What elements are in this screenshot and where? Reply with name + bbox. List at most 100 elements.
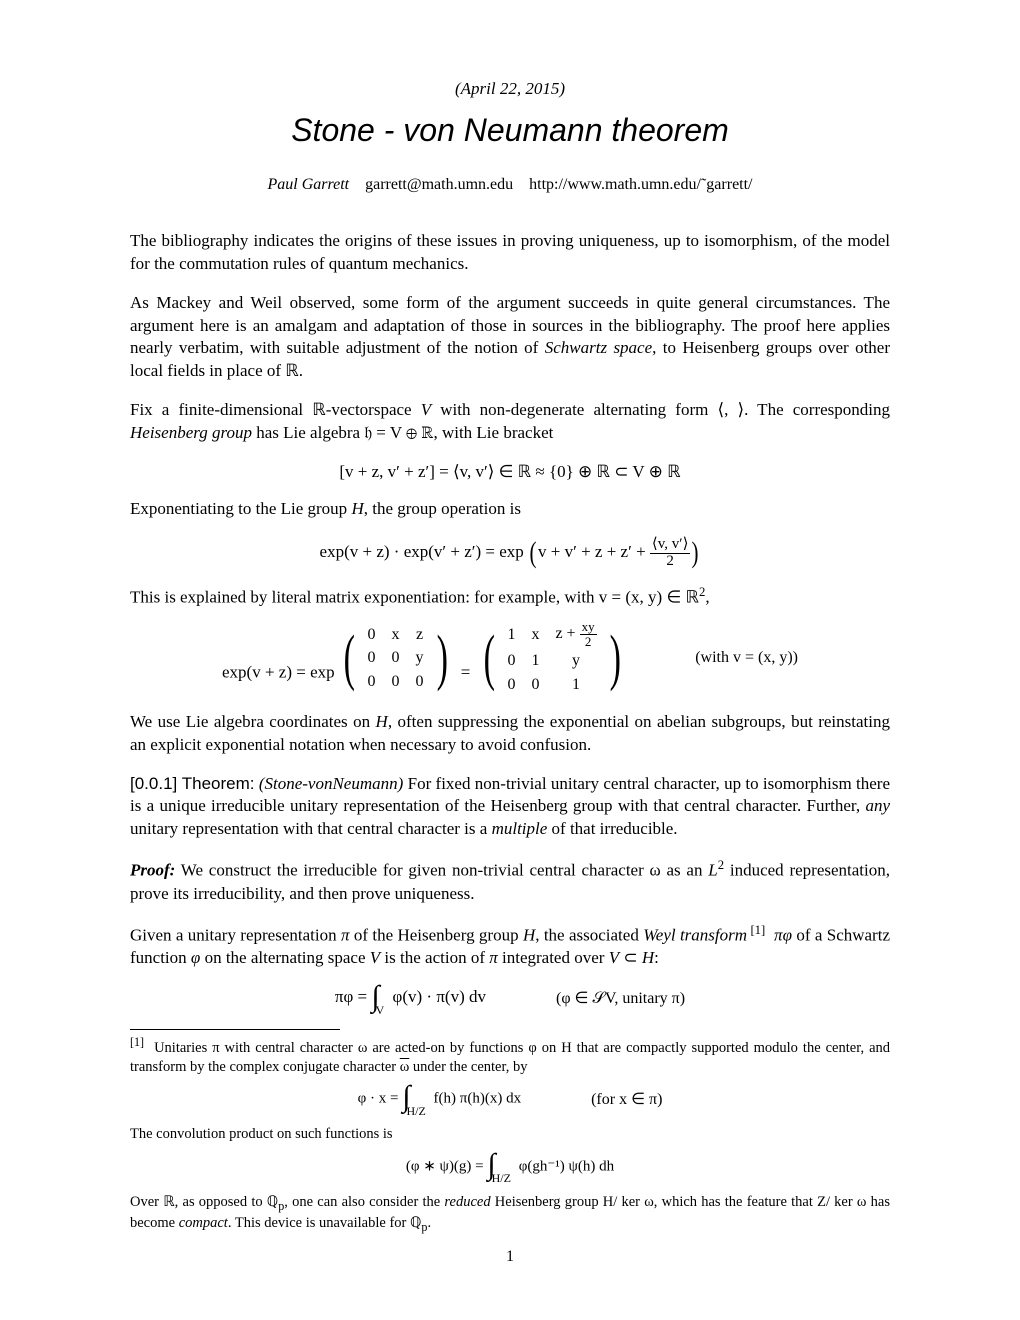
text: Given a unitary representation [130, 926, 341, 945]
page-number: 1 [0, 1246, 1020, 1268]
fraction: xy2 [580, 620, 597, 648]
var-pi: π [774, 926, 783, 945]
para-lie-coords: We use Lie algebra coordinates on H, oft… [130, 711, 890, 757]
text: integrated over [498, 948, 609, 967]
italic: multiple [492, 819, 548, 838]
numerator: xy [580, 620, 597, 635]
int-sub: H/Z [492, 1171, 511, 1185]
page: (April 22, 2015) Stone - von Neumann the… [0, 0, 1020, 1235]
lhs: πφ = [335, 987, 371, 1006]
matrix-1: ( 0xz 00y 000 ) [339, 623, 452, 694]
cell: 1 [499, 619, 523, 649]
italic: any [865, 796, 890, 815]
italic: reduced [444, 1194, 490, 1210]
text: : [654, 948, 659, 967]
cell: 1 [523, 649, 547, 673]
lparen-icon: ( [483, 627, 494, 689]
text: We construct the irreducible for given n… [175, 861, 708, 880]
text: This is explained by literal matrix expo… [130, 587, 599, 606]
text: . [427, 1215, 431, 1231]
intro-para-2: As Mackey and Weil observed, some form o… [130, 292, 890, 384]
var-h: H [351, 499, 363, 518]
var-h: H [642, 948, 654, 967]
numerator: ⟨v, v′⟩ [650, 537, 691, 554]
text: Exponentiating to the Lie group [130, 499, 351, 518]
date: (April 22, 2015) [130, 78, 890, 101]
text: unitary representation with that central… [130, 819, 492, 838]
proof-label: Proof: [130, 861, 175, 880]
footnote-para-2: The convolution product on such function… [130, 1125, 890, 1145]
text: , [705, 587, 709, 606]
eq-lie-bracket: [v + z, v′ + z′] = ⟨v, v′⟩ ∈ ℝ ≈ {0} ⊕ ℝ… [130, 461, 890, 484]
matrix-table: 1xz + xy2 01y 001 [499, 619, 604, 696]
text: is the action of [380, 948, 489, 967]
rparen-icon: ) [436, 627, 447, 689]
rhs: φ(gh⁻¹) ψ(h) dh [519, 1158, 614, 1174]
text: has Lie algebra 𝔥 = V ⊕ ℝ, with Lie brac… [252, 423, 553, 442]
cell: x [384, 623, 408, 647]
text: z + [555, 625, 579, 642]
theorem-label: [0.0.1] Theorem: [130, 774, 255, 793]
text: Over ℝ, as opposed to ℚ [130, 1194, 278, 1210]
text: , the group operation is [364, 499, 521, 518]
cell: 0 [384, 646, 408, 670]
cell: 0 [360, 670, 384, 694]
theorem-name: (Stone-vonNeumann) [259, 774, 403, 793]
footnote-para-3: Over ℝ, as opposed to ℚp, one can also c… [130, 1193, 890, 1235]
proof-para-1: Proof: We construct the irreducible for … [130, 857, 890, 906]
cell: 0 [360, 623, 384, 647]
intro-para-1: The bibliography indicates the origins o… [130, 230, 890, 276]
var-pi: π [489, 948, 498, 967]
footnote-number: [1] [130, 1035, 144, 1049]
var-v: V [370, 948, 380, 967]
equation-body: φ · x = ∫H/Z f(h) π(h)(x) dx [358, 1087, 521, 1111]
var-v: V [421, 400, 431, 419]
cell: 0 [523, 673, 547, 697]
cell: 0 [408, 670, 432, 694]
rhs: f(h) π(h)(x) dx [434, 1091, 522, 1107]
var-v: V [609, 948, 619, 967]
footnote-marker: [1] [750, 923, 765, 937]
lhs: (φ ∗ ψ)(g) = [406, 1158, 488, 1174]
var-phi: φ [783, 926, 792, 945]
lhs: exp(v + z) · exp(v′ + z′) = exp [320, 542, 524, 561]
matrix-2: ( 1xz + xy2 01y 001 ) [479, 619, 625, 696]
side-note: (with v = (x, y)) [695, 647, 798, 669]
text: under the center, by [409, 1059, 527, 1075]
rhs: φ(v) · π(v) dv [393, 987, 486, 1006]
lparen-icon: ( [344, 627, 355, 689]
matrix-table: 0xz 00y 000 [360, 623, 432, 694]
denominator: 2 [650, 554, 691, 570]
omega-bar: ω [400, 1059, 410, 1075]
lhs: exp(v + z) = exp [222, 663, 335, 682]
author-url: http://www.math.umn.edu/˜garrett/ [529, 176, 752, 193]
italic: compact [179, 1215, 228, 1231]
title: Stone - von Neumann theorem [130, 109, 890, 152]
cell: z [408, 623, 432, 647]
int-sub: H/Z [406, 1104, 425, 1118]
footnote-rule [130, 1029, 340, 1030]
footnote-1: [1] Unitaries π with central character ω… [130, 1034, 890, 1236]
var-phi: φ [191, 948, 200, 967]
text: We use Lie algebra coordinates on [130, 712, 376, 731]
equation-body: πφ = ∫V φ(v) · π(v) dv [335, 986, 486, 1010]
rparen-icon: ) [609, 627, 620, 689]
cell: y [408, 646, 432, 670]
matrix-equation: exp(v + z) = exp ( 0xz 00y 000 ) = ( 1xz… [222, 619, 625, 696]
lhs: φ · x = [358, 1091, 403, 1107]
author-name: Paul Garrett [267, 176, 349, 193]
text: , the associated [535, 926, 643, 945]
author-email: garrett@math.umn.edu [365, 176, 513, 193]
text: with non-degenerate alternating form ⟨, … [431, 400, 890, 419]
cell: 1 [547, 673, 604, 697]
int-sub: V [376, 1003, 385, 1017]
eq-group-op: exp(v + z) · exp(v′ + z′) = exp (v + v′ … [130, 537, 890, 570]
footnote-para-1: [1] Unitaries π with central character ω… [130, 1034, 890, 1078]
author-line: Paul Garrett garrett@math.umn.edu http:/… [130, 174, 890, 196]
fn-eq-1: φ · x = ∫H/Z f(h) π(h)(x) dx (for x ∈ π) [130, 1087, 890, 1111]
proof-para-2: Given a unitary representation π of the … [130, 922, 890, 971]
weyl-italic: Weyl transform [643, 926, 747, 945]
side-note: (for x ∈ π) [591, 1089, 662, 1111]
text: of the Heisenberg group [349, 926, 522, 945]
side-note: (φ ∈ 𝒮V, unitary π) [556, 988, 685, 1010]
